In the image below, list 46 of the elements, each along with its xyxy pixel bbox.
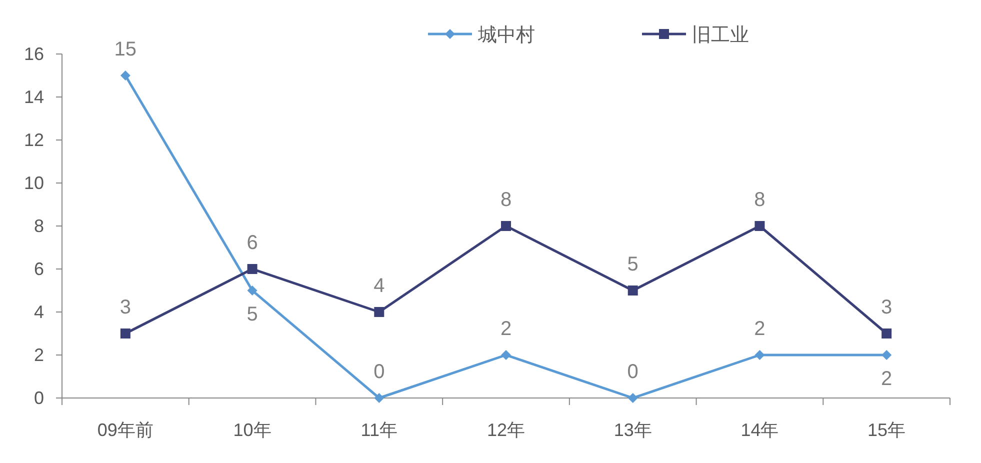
x-tick-label: 13年	[614, 420, 652, 440]
legend-label: 城中村	[477, 25, 535, 46]
y-tick-label: 8	[34, 216, 44, 236]
point	[120, 328, 130, 338]
data-label: 4	[374, 275, 385, 297]
data-label: 15	[114, 38, 137, 60]
point	[754, 350, 765, 360]
data-label: 2	[754, 318, 766, 340]
x-tick-label: 14年	[740, 420, 779, 440]
y-tick-label: 12	[24, 130, 44, 150]
legend-label: 旧工业	[692, 25, 749, 46]
x-tick-label: 10年	[233, 420, 272, 440]
y-tick-label: 2	[34, 345, 44, 365]
data-label: 8	[500, 189, 512, 211]
data-label: 2	[500, 318, 512, 340]
data-label: 3	[120, 296, 131, 318]
data-label: 8	[754, 189, 766, 211]
data-label: 6	[246, 232, 258, 254]
y-tick-label: 14	[24, 87, 44, 107]
data-label: 5	[627, 254, 638, 276]
y-tick-label: 10	[24, 173, 44, 193]
point	[247, 286, 258, 296]
data-label: 0	[627, 361, 638, 383]
point	[882, 350, 892, 360]
point	[628, 286, 638, 296]
point	[374, 393, 384, 403]
y-tick-label: 16	[24, 44, 44, 64]
y-tick-label: 6	[34, 259, 44, 279]
y-tick-label: 4	[34, 302, 44, 322]
x-tick-label: 15年	[868, 420, 906, 440]
data-label: 5	[246, 304, 258, 326]
point	[628, 393, 638, 403]
y-tick-label: 0	[34, 388, 44, 408]
x-tick-label: 09年前	[97, 420, 154, 440]
data-label: 2	[881, 368, 892, 390]
point	[882, 328, 892, 338]
data-label: 0	[374, 361, 385, 383]
point	[247, 264, 258, 274]
x-tick-label: 11年	[360, 420, 398, 440]
point	[374, 307, 384, 317]
point	[120, 70, 130, 80]
x-tick-label: 12年	[486, 420, 526, 440]
point	[501, 221, 511, 231]
data-label: 3	[881, 296, 892, 318]
point	[754, 221, 765, 231]
point	[501, 350, 511, 360]
